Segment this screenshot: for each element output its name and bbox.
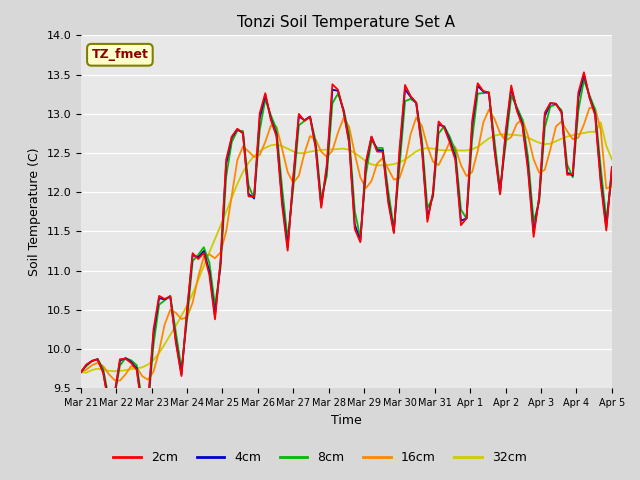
2cm [367,133,375,139]
4cm [351,221,358,227]
X-axis label: Time: Time [331,414,362,427]
4cm [77,369,84,375]
32cm [156,350,163,356]
32cm [351,150,358,156]
16cm [234,157,241,163]
Line: 8cm: 8cm [81,80,612,407]
4cm [367,134,375,140]
32cm [608,156,616,162]
32cm [597,120,605,125]
2cm [77,369,84,375]
2cm [312,145,319,151]
16cm [586,105,593,111]
32cm [83,370,90,375]
16cm [608,184,616,190]
Line: 16cm: 16cm [81,108,612,381]
8cm [144,404,152,410]
8cm [351,208,358,214]
8cm [569,174,577,180]
Y-axis label: Soil Temperature (C): Soil Temperature (C) [28,147,41,276]
8cm [608,173,616,179]
16cm [156,348,163,354]
4cm [569,173,577,179]
8cm [156,302,163,308]
Text: TZ_fmet: TZ_fmet [92,48,148,61]
16cm [351,151,358,156]
4cm [312,143,319,149]
32cm [234,181,241,187]
4cm [608,167,616,172]
2cm [138,409,146,415]
2cm [351,226,358,232]
Line: 2cm: 2cm [81,72,612,412]
16cm [367,178,375,184]
2cm [234,126,241,132]
32cm [569,132,577,138]
2cm [156,293,163,299]
16cm [77,369,84,375]
8cm [580,77,588,83]
32cm [312,148,319,154]
Legend: 2cm, 4cm, 8cm, 16cm, 32cm: 2cm, 4cm, 8cm, 16cm, 32cm [108,446,532,469]
Title: Tonzi Soil Temperature Set A: Tonzi Soil Temperature Set A [237,15,455,30]
4cm [580,72,588,77]
32cm [367,161,375,167]
8cm [77,369,84,375]
2cm [569,171,577,177]
Line: 32cm: 32cm [81,122,612,372]
Line: 4cm: 4cm [81,74,612,409]
8cm [312,138,319,144]
2cm [608,164,616,170]
4cm [138,407,146,412]
2cm [580,70,588,75]
4cm [156,295,163,301]
4cm [234,126,241,132]
32cm [77,369,84,375]
16cm [569,136,577,142]
16cm [116,378,124,384]
8cm [234,128,241,133]
16cm [312,137,319,143]
8cm [367,138,375,144]
